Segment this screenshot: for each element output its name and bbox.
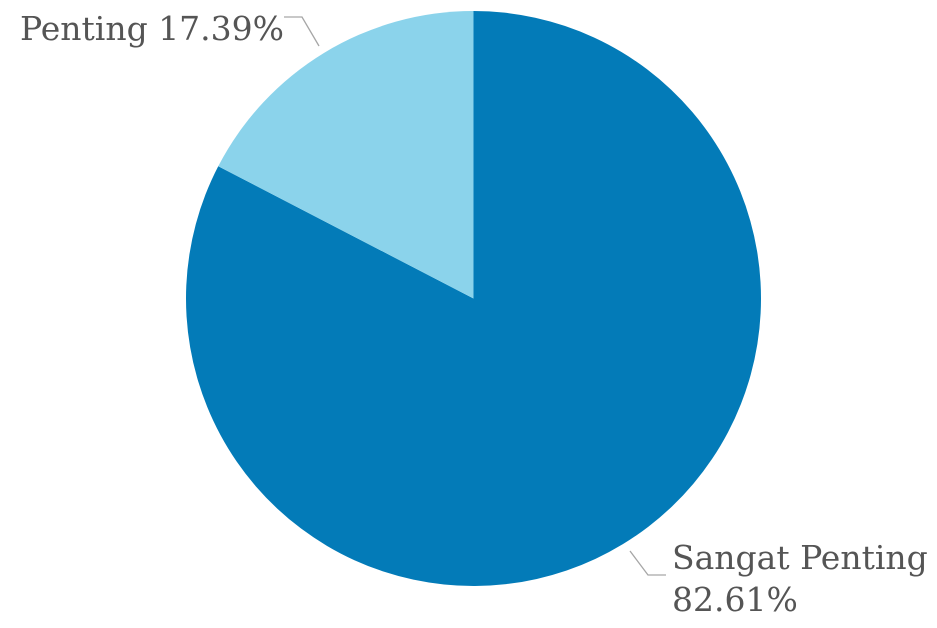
- pie-slice-penting: [218, 11, 474, 299]
- data-label-sangat-penting-line2: 82.61%: [672, 580, 798, 619]
- pie-slice-sangat-penting: [185, 11, 761, 586]
- data-label-penting: Penting 17.39%: [20, 9, 284, 48]
- data-label-sangat-penting-line1: Sangat Penting: [672, 538, 928, 577]
- leader-line-sangat-penting: [629, 550, 666, 576]
- leader-line-penting: [284, 16, 320, 47]
- pie-slices: [185, 11, 761, 586]
